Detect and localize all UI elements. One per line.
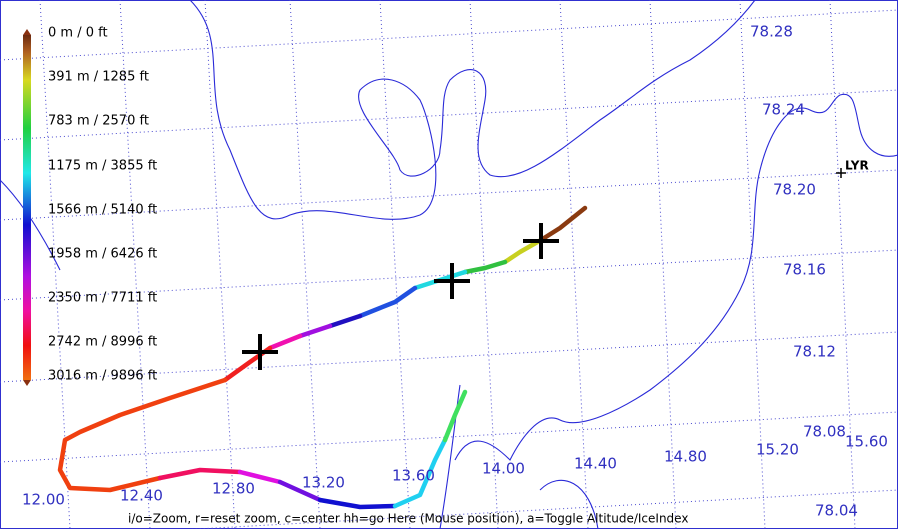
airport-marker — [836, 168, 846, 178]
legend: 0 m / 0 ft 391 m / 1285 ft 783 m / 2570 … — [48, 26, 157, 384]
longitude-label: 13.20 — [302, 474, 345, 492]
longitude-label: 12.40 — [120, 487, 163, 505]
flight-track — [57, 205, 588, 510]
latitude-label: 78.04 — [815, 502, 858, 520]
longitude-label: 15.20 — [756, 441, 799, 459]
waypoint-cross — [523, 223, 559, 259]
legend-label: 783 m / 2570 ft — [48, 114, 149, 129]
legend-label: 0 m / 0 ft — [48, 26, 108, 41]
waypoints — [242, 223, 559, 370]
latitude-label: 78.20 — [773, 181, 816, 199]
legend-label: 1175 m / 3855 ft — [48, 159, 157, 174]
legend-label: 391 m / 1285 ft — [48, 70, 149, 85]
latitude-labels: 78.28 78.24 78.20 78.16 78.12 78.08 78.0… — [750, 23, 858, 520]
legend-label: 2742 m / 8996 ft — [48, 335, 157, 350]
longitude-label: 13.60 — [392, 467, 435, 485]
legend-label: 1958 m / 6426 ft — [48, 247, 157, 262]
longitude-label: 12.80 — [212, 480, 255, 498]
legend-label: 1566 m / 5140 ft — [48, 203, 157, 218]
help-text: i/o=Zoom, r=reset zoom, c=center hh=go H… — [128, 512, 688, 526]
latitude-label: 78.16 — [783, 261, 826, 279]
legend-label: 2350 m / 7711 ft — [48, 291, 157, 306]
longitude-label: 15.60 — [845, 433, 888, 451]
waypoint-cross — [434, 263, 470, 299]
longitude-label: 12.00 — [22, 491, 65, 509]
waypoint-cross — [242, 334, 278, 370]
longitude-label: 14.00 — [482, 460, 525, 478]
longitude-labels: 12.00 12.40 12.80 13.20 13.60 14.00 14.4… — [22, 433, 888, 509]
latitude-label: 78.08 — [803, 423, 846, 441]
legend-label: 3016 m / 9896 ft — [48, 369, 157, 384]
latitude-label: 78.28 — [750, 23, 793, 41]
latitude-label: 78.24 — [762, 101, 805, 119]
altitude-colorbar — [23, 35, 31, 380]
longitude-label: 14.80 — [664, 448, 707, 466]
latitude-label: 78.12 — [793, 343, 836, 361]
longitude-label: 14.40 — [574, 455, 617, 473]
airport-label: LYR — [845, 159, 869, 173]
